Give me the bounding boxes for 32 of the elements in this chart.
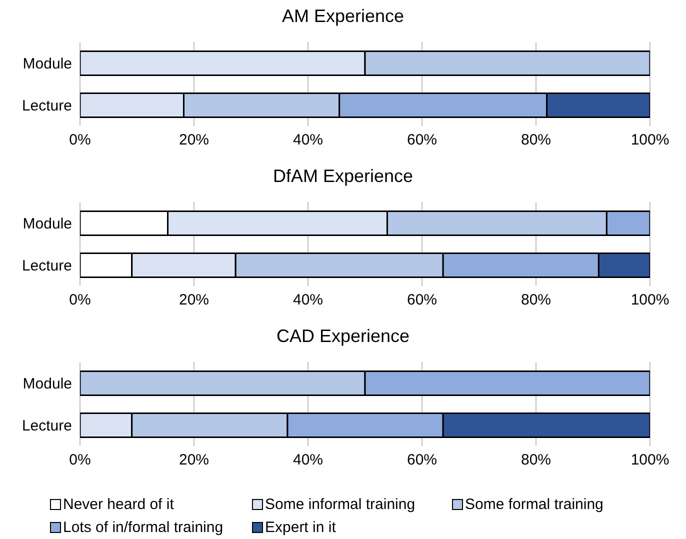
y-tick-label: Lecture [22,257,72,274]
x-tick-label: 100% [630,452,670,469]
y-tick-label: Module [22,215,72,232]
y-tick-label: Module [22,55,72,72]
x-tick-label: 60% [406,292,438,309]
legend-label: Some formal training [465,496,604,513]
x-tick-label: 60% [406,452,438,469]
x-tick-label: 40% [292,292,324,309]
y-tick-label: Lecture [22,417,72,434]
x-tick-label: 100% [630,132,670,149]
x-tick-label: 0% [69,292,91,309]
x-tick-label: 60% [406,132,438,149]
x-tick-label: 20% [178,452,210,469]
x-tick-label: 80% [520,292,552,309]
x-tick-label: 0% [69,132,91,149]
y-tick-label: Module [22,375,72,392]
y-tick-label: Lecture [22,97,72,114]
x-tick-label: 20% [178,292,210,309]
x-tick-label: 100% [630,292,670,309]
x-tick-label: 80% [520,452,552,469]
chart-title: DfAM Experience [272,165,414,188]
legend-label: Never heard of it [63,496,174,513]
legend-label: Expert in it [265,519,336,536]
chart-title: AM Experience [280,5,406,28]
legend-label: Lots of in/formal training [63,519,224,536]
x-tick-label: 40% [292,452,324,469]
chart-title: CAD Experience [275,325,411,348]
x-tick-label: 20% [178,132,210,149]
legend-label: Some informal training [265,496,416,513]
x-tick-label: 0% [69,452,91,469]
x-tick-label: 40% [292,132,324,149]
x-tick-label: 80% [520,132,552,149]
